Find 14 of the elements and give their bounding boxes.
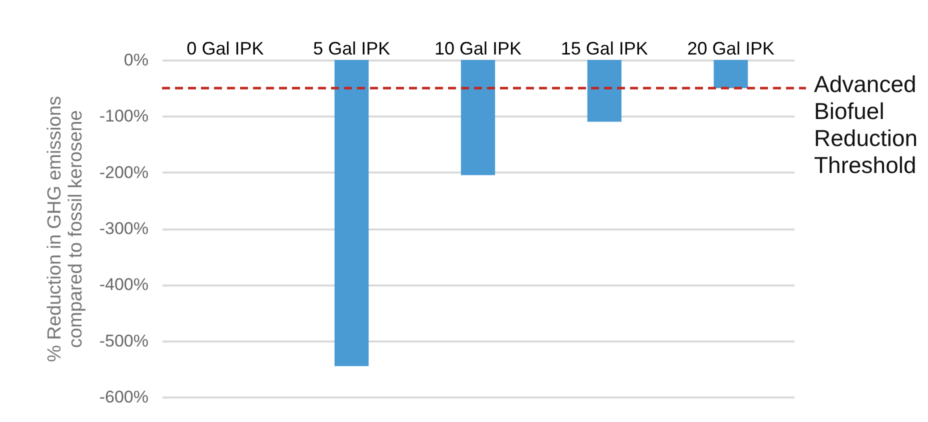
ref-line-label: Advanced Biofuel Reduction Threshold	[814, 71, 918, 178]
x-tick-label: 10 Gal IPK	[434, 38, 522, 58]
y-tick-label: -100%	[99, 106, 148, 126]
x-tick-label: 15 Gal IPK	[560, 38, 648, 58]
y-tick-label: -600%	[99, 388, 148, 406]
x-tick-label: 0 Gal IPK	[186, 38, 264, 58]
y-axis-title: % Reduction in GHG emissions compared to fossil kerosene	[44, 96, 86, 362]
y-tick-label: -500%	[99, 331, 148, 350]
y-tick-label: 0%	[124, 50, 148, 70]
y-tick-label: -300%	[99, 219, 148, 238]
x-tick-label: 20 Gal IPK	[687, 38, 774, 58]
x-tick-label: 5 Gal IPK	[313, 38, 390, 58]
y-tick-label: -200%	[99, 162, 148, 182]
y-tick-label: -400%	[99, 275, 148, 294]
